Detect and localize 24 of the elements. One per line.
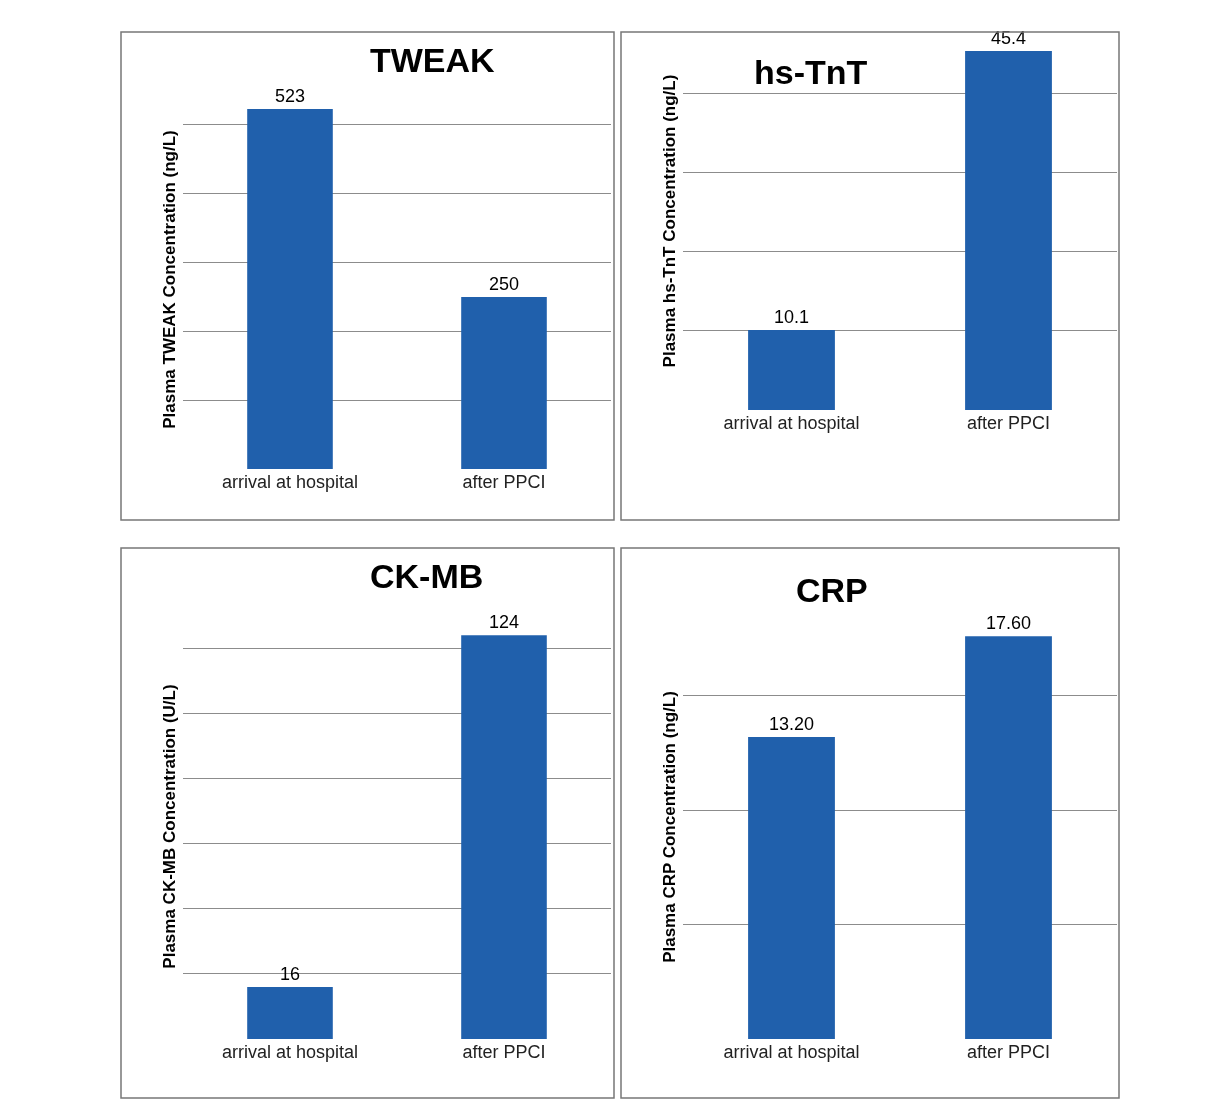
x-tick-label: after PPCI [462,472,546,492]
x-tick-label: after PPCI [462,1042,546,1062]
data-label: 523 [274,85,306,106]
y-axis-title: Plasma hs-TnT Concentration (ng/L) [659,74,679,368]
data-label: 10.1 [773,307,810,328]
chart-title: CRP [796,571,868,609]
chart-title: hs-TnT [754,53,868,91]
x-tick-label: after PPCI [966,413,1051,433]
data-label: 124 [488,612,520,633]
y-axis-title: Plasma TWEAK Concentration (ng/L) [159,130,179,429]
x-tick-label: arrival at hospital [221,1042,359,1062]
chart-title: CK-MB [370,557,484,595]
y-axis-title: Plasma CRP Concentration (ng/L) [659,691,679,963]
chart-title: TWEAK [370,41,496,79]
data-label: 13.20 [768,713,815,734]
x-tick-label: arrival at hospital [723,413,860,433]
data-label: 17.60 [985,613,1032,634]
x-tick-label: after PPCI [966,1042,1051,1062]
x-tick-label: arrival at hospital [723,1042,860,1062]
y-axis-title: Plasma CK-MB Concentration (U/L) [159,684,179,969]
x-tick-label: arrival at hospital [221,472,359,492]
data-label: 45.4 [990,27,1027,48]
data-label: 250 [488,273,520,294]
data-label: 16 [279,963,301,984]
